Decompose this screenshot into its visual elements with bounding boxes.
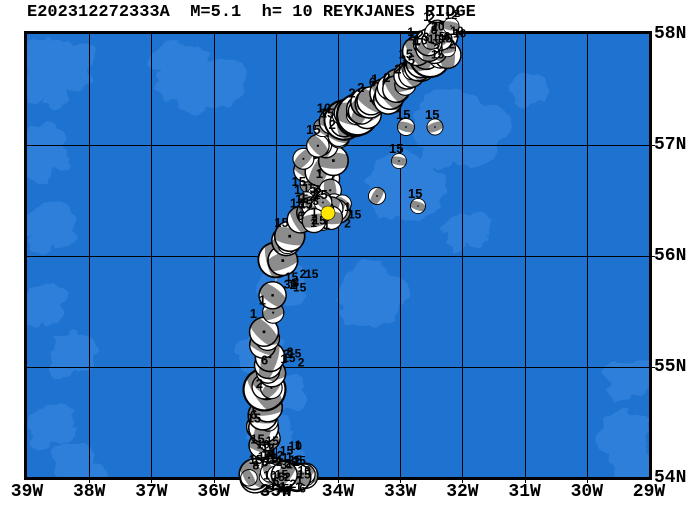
svg-text:2: 2 [256,376,263,391]
svg-text:1: 1 [423,9,430,24]
svg-text:3: 3 [423,30,430,44]
svg-text:1: 1 [316,166,323,181]
svg-text:15: 15 [293,281,307,295]
svg-text:6: 6 [444,29,451,43]
svg-text:2: 2 [383,70,390,85]
svg-text:15: 15 [303,182,317,196]
svg-text:1: 1 [250,306,257,321]
svg-text:15: 15 [408,186,422,201]
svg-text:10: 10 [453,27,467,41]
svg-text:2: 2 [268,441,275,455]
svg-text:1: 1 [371,71,378,86]
svg-text:2: 2 [344,217,351,231]
svg-text:15: 15 [306,122,320,137]
svg-text:6: 6 [250,407,257,422]
svg-text:6: 6 [261,352,268,367]
svg-text:2: 2 [298,355,305,369]
svg-text:1: 1 [310,216,317,230]
svg-text:15: 15 [305,267,319,281]
svg-text:15: 15 [425,107,439,122]
svg-text:2: 2 [357,80,364,95]
svg-text:15: 15 [389,141,403,156]
svg-text:15: 15 [396,107,410,122]
svg-text:2: 2 [454,8,460,20]
svg-text:10: 10 [298,464,312,478]
svg-text:1: 1 [258,450,265,464]
svg-text:15: 15 [431,48,445,62]
svg-text:2: 2 [329,117,336,132]
svg-text:2: 2 [300,267,307,281]
svg-text:15: 15 [399,47,413,62]
svg-text:1: 1 [259,293,266,308]
svg-text:1: 1 [294,183,301,197]
svg-text:15: 15 [274,215,288,230]
svg-text:15: 15 [282,351,296,365]
svg-text:6: 6 [297,209,304,223]
svg-text:2: 2 [348,85,355,100]
svg-text:10: 10 [317,100,331,115]
svg-text:1: 1 [344,200,351,214]
svg-text:1: 1 [407,25,414,39]
